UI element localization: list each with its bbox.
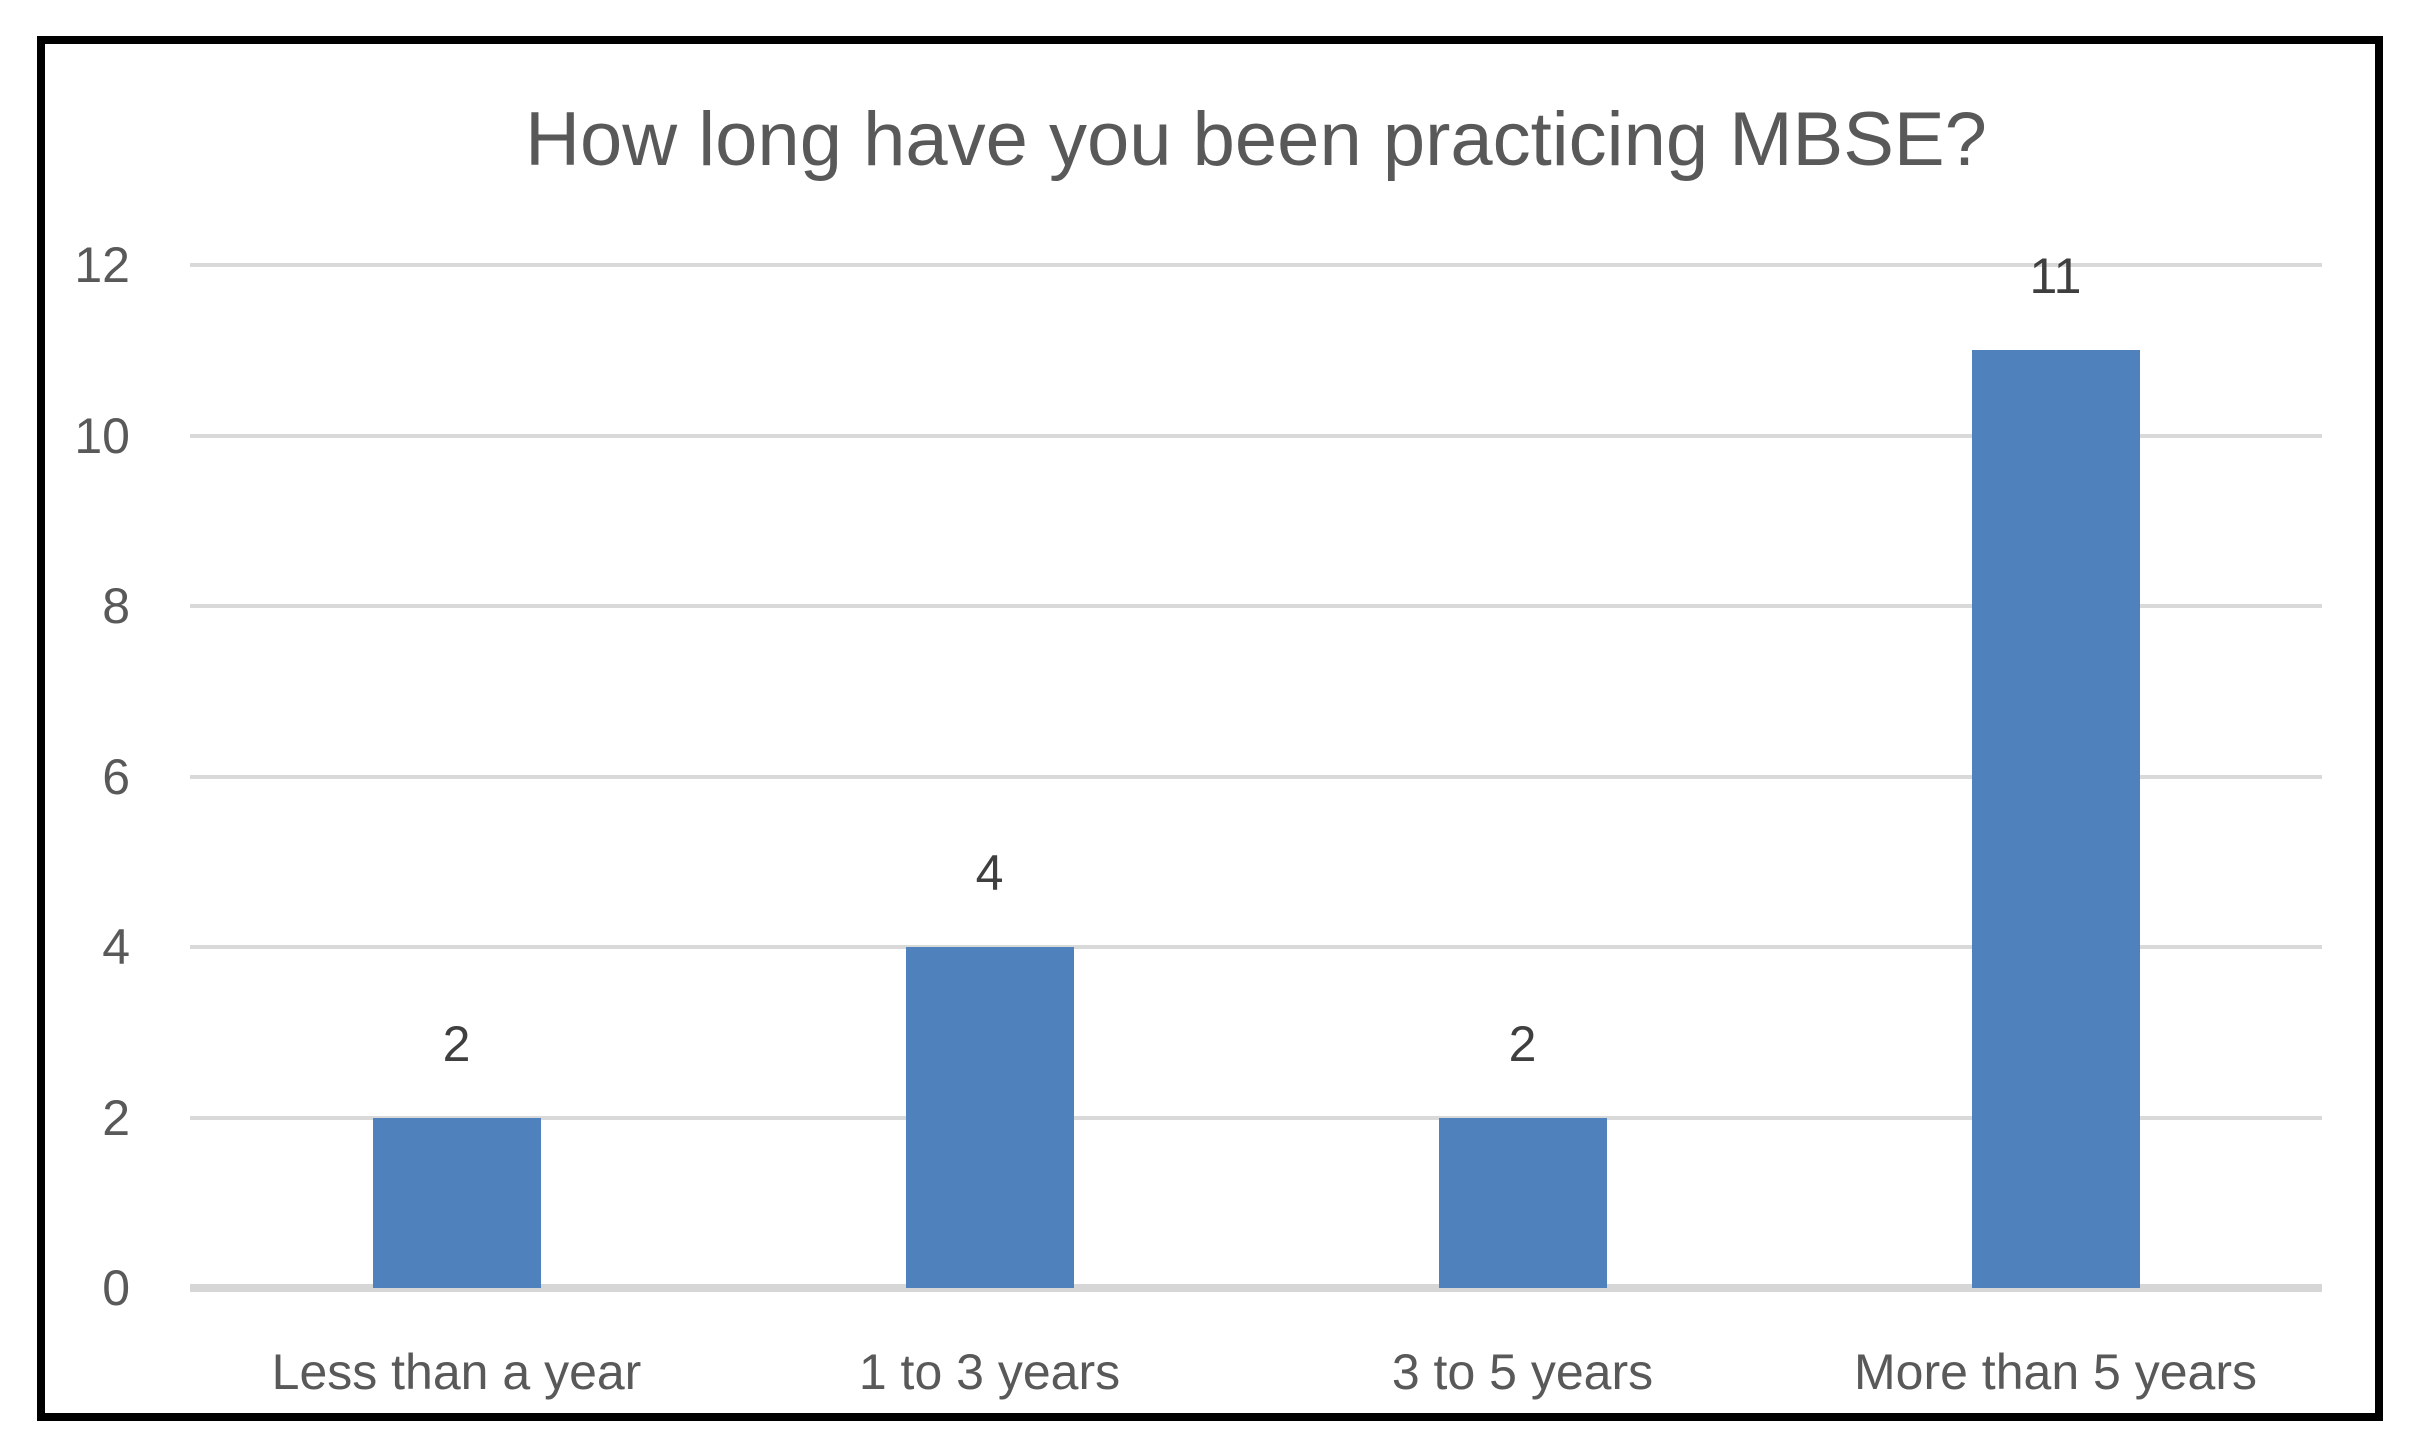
gridline: [190, 433, 2322, 438]
x-axis-category-label: Less than a year: [271, 1344, 642, 1400]
x-axis-category-label: 1 to 3 years: [858, 1344, 1121, 1400]
gridline: [190, 1115, 2322, 1120]
x-axis-line: [190, 1284, 2322, 1292]
gridline: [190, 774, 2322, 779]
bar-value-label: 2: [442, 1015, 471, 1072]
y-axis-tick-label: 12: [74, 237, 130, 293]
gridline: [190, 604, 2322, 608]
bar-value-label: 2: [1508, 1015, 1537, 1072]
bar-value-label: 4: [975, 845, 1004, 901]
x-axis-category-label: 3 to 5 years: [1391, 1344, 1654, 1400]
y-axis-tick-label: 8: [102, 578, 130, 634]
x-axis-category-label: More than 5 years: [1854, 1344, 2257, 1400]
bar: [1438, 1117, 1607, 1288]
bar: [372, 1117, 541, 1288]
y-axis-tick-label: 10: [74, 407, 130, 464]
y-axis-tick-label: 0: [102, 1260, 130, 1316]
y-axis-tick-label: 2: [102, 1089, 130, 1146]
bar-value-label: 11: [2029, 248, 2082, 305]
bar: [1971, 350, 2140, 1288]
y-axis-tick-label: 6: [102, 748, 130, 805]
bar: [905, 947, 1074, 1288]
chart-frame: How long have you been practicing MBSE? …: [37, 36, 2383, 1421]
y-axis-tick-label: 4: [102, 919, 130, 975]
gridline: [190, 263, 2322, 267]
chart-title: How long have you been practicing MBSE?: [525, 97, 1987, 182]
gridline: [190, 945, 2322, 949]
